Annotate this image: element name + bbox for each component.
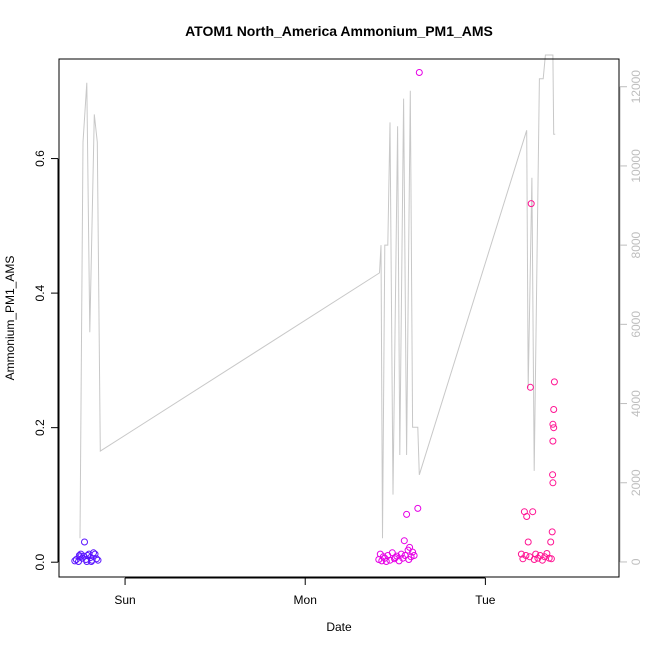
axes-layer: Sun Mon Tue 0.0 0.2 0.4 0.6 0 2000 4000 6000 8000 10… [33,70,643,607]
data-point [547,538,555,546]
chart-title: ATOM1 North_America Ammonium_PM1_AMS [185,23,493,39]
data-point [391,554,399,561]
data-point [549,479,557,487]
data-point [524,538,532,546]
data-point [547,555,555,563]
data-point [90,549,97,557]
data-point [523,513,531,520]
y-tick-label: 0.4 [33,284,47,301]
scatter-points-layer [71,69,558,565]
data-point [83,558,91,565]
data-point [410,552,418,559]
data-point [91,550,99,558]
right-tick-label: 6000 [629,311,643,338]
altitude-line [79,54,556,539]
plot-frame [58,58,620,578]
data-point [550,424,558,432]
data-point [414,504,422,512]
right-tick-label: 10000 [629,149,643,183]
data-point [549,437,557,445]
y-tick-label: 0.2 [33,419,47,436]
data-point [550,378,558,386]
data-point [94,556,102,564]
x-tick-label: Mon [294,593,317,607]
data-point [409,548,417,556]
right-tick-label: 0 [629,558,643,565]
right-tick-label: 12000 [629,70,643,104]
x-tick-label: Tue [475,593,496,607]
data-point [415,69,423,76]
y-tick-label: 0.6 [33,150,47,167]
right-tick-label: 4000 [629,390,643,417]
right-tick-label: 2000 [629,469,643,496]
data-point [71,557,79,565]
y-axis-label: Ammonium_PM1_AMS [3,256,17,381]
data-point [386,556,394,564]
data-point [526,383,534,391]
data-point [517,550,525,558]
data-point [529,508,537,516]
data-point [550,406,558,413]
data-point [400,537,408,545]
y-tick-label: 0.0 [33,554,47,571]
data-point [549,471,557,479]
data-point [405,556,413,563]
data-point [532,550,540,558]
data-point [548,528,556,536]
data-point [549,420,557,428]
altitude-line-layer [79,54,556,539]
data-point [397,550,405,558]
data-point [75,552,83,559]
data-point [527,200,535,208]
right-tick-label: 8000 [629,231,643,258]
x-tick-label: Sun [114,593,135,607]
x-axis-label: Date [326,620,352,634]
data-point [522,552,530,559]
data-point [403,510,411,518]
data-point [81,538,88,546]
data-point [87,558,95,565]
